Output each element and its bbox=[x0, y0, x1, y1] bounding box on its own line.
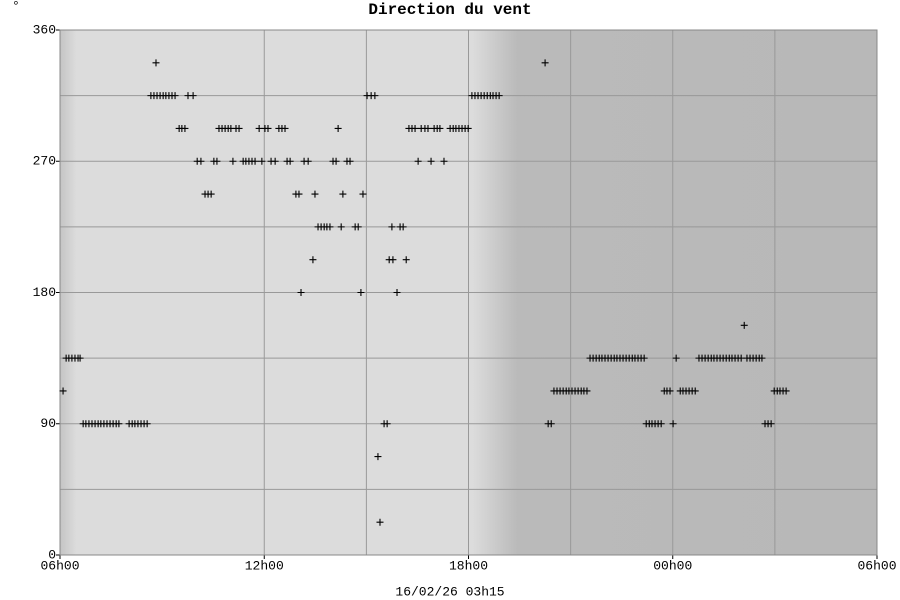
point bbox=[295, 190, 303, 198]
marks bbox=[59, 59, 790, 526]
point bbox=[436, 124, 444, 132]
point bbox=[281, 124, 289, 132]
x-tick-label: 12h00 bbox=[245, 558, 284, 573]
point bbox=[207, 190, 215, 198]
y-tick-label: 0 bbox=[48, 547, 56, 562]
point bbox=[376, 518, 384, 526]
y-tick-label: 270 bbox=[33, 154, 56, 169]
point bbox=[143, 420, 151, 428]
point bbox=[337, 223, 345, 231]
point bbox=[389, 256, 397, 264]
point bbox=[357, 289, 365, 296]
point bbox=[359, 190, 367, 198]
point bbox=[258, 157, 266, 165]
point bbox=[691, 387, 699, 395]
point bbox=[181, 124, 189, 132]
subtitle: 16/02/26 03h15 bbox=[395, 584, 504, 599]
x-tick-label: 06h00 bbox=[40, 558, 79, 573]
point bbox=[666, 387, 674, 395]
point bbox=[371, 92, 379, 100]
y-tick-label: 90 bbox=[40, 416, 56, 431]
point bbox=[547, 420, 555, 428]
point bbox=[541, 59, 549, 67]
point bbox=[424, 124, 432, 132]
point bbox=[464, 124, 472, 132]
point bbox=[657, 420, 665, 428]
point bbox=[393, 289, 401, 296]
corner-label: ° bbox=[12, 0, 20, 13]
point bbox=[402, 256, 410, 264]
point bbox=[388, 223, 396, 231]
point bbox=[782, 387, 790, 395]
point bbox=[767, 420, 775, 428]
point bbox=[229, 157, 237, 165]
point bbox=[374, 453, 382, 461]
point bbox=[271, 157, 279, 165]
chart-title: Direction du vent bbox=[368, 1, 531, 19]
point bbox=[115, 420, 123, 428]
point bbox=[740, 321, 748, 329]
point bbox=[414, 157, 422, 165]
x-tick-label: 06h00 bbox=[857, 558, 896, 573]
point bbox=[354, 223, 362, 231]
point bbox=[399, 223, 407, 231]
point bbox=[583, 387, 591, 395]
point bbox=[251, 157, 259, 165]
point bbox=[383, 420, 391, 428]
point bbox=[152, 59, 160, 67]
x-tick-label: 18h00 bbox=[449, 558, 488, 573]
point bbox=[672, 354, 680, 362]
point bbox=[669, 420, 677, 428]
point bbox=[76, 354, 84, 362]
point bbox=[309, 256, 317, 264]
point bbox=[427, 157, 435, 165]
point bbox=[213, 157, 221, 165]
point bbox=[440, 157, 448, 165]
point bbox=[286, 157, 294, 165]
point bbox=[339, 190, 347, 198]
point bbox=[758, 354, 766, 362]
y-tick-label: 180 bbox=[33, 285, 56, 300]
point bbox=[171, 92, 179, 100]
x-tick-label: 00h00 bbox=[653, 558, 692, 573]
point bbox=[346, 157, 354, 165]
point bbox=[326, 223, 334, 231]
point bbox=[640, 354, 648, 362]
point bbox=[59, 387, 67, 395]
point bbox=[189, 92, 197, 100]
point bbox=[264, 124, 272, 132]
point bbox=[332, 157, 340, 165]
point bbox=[411, 124, 419, 132]
point bbox=[297, 289, 305, 296]
point bbox=[235, 124, 243, 132]
point bbox=[311, 190, 319, 198]
point bbox=[304, 157, 312, 165]
plot-frame bbox=[59, 29, 878, 556]
point bbox=[495, 92, 503, 100]
y-tick-label: 360 bbox=[33, 22, 56, 37]
point bbox=[334, 124, 342, 132]
point bbox=[197, 157, 205, 165]
